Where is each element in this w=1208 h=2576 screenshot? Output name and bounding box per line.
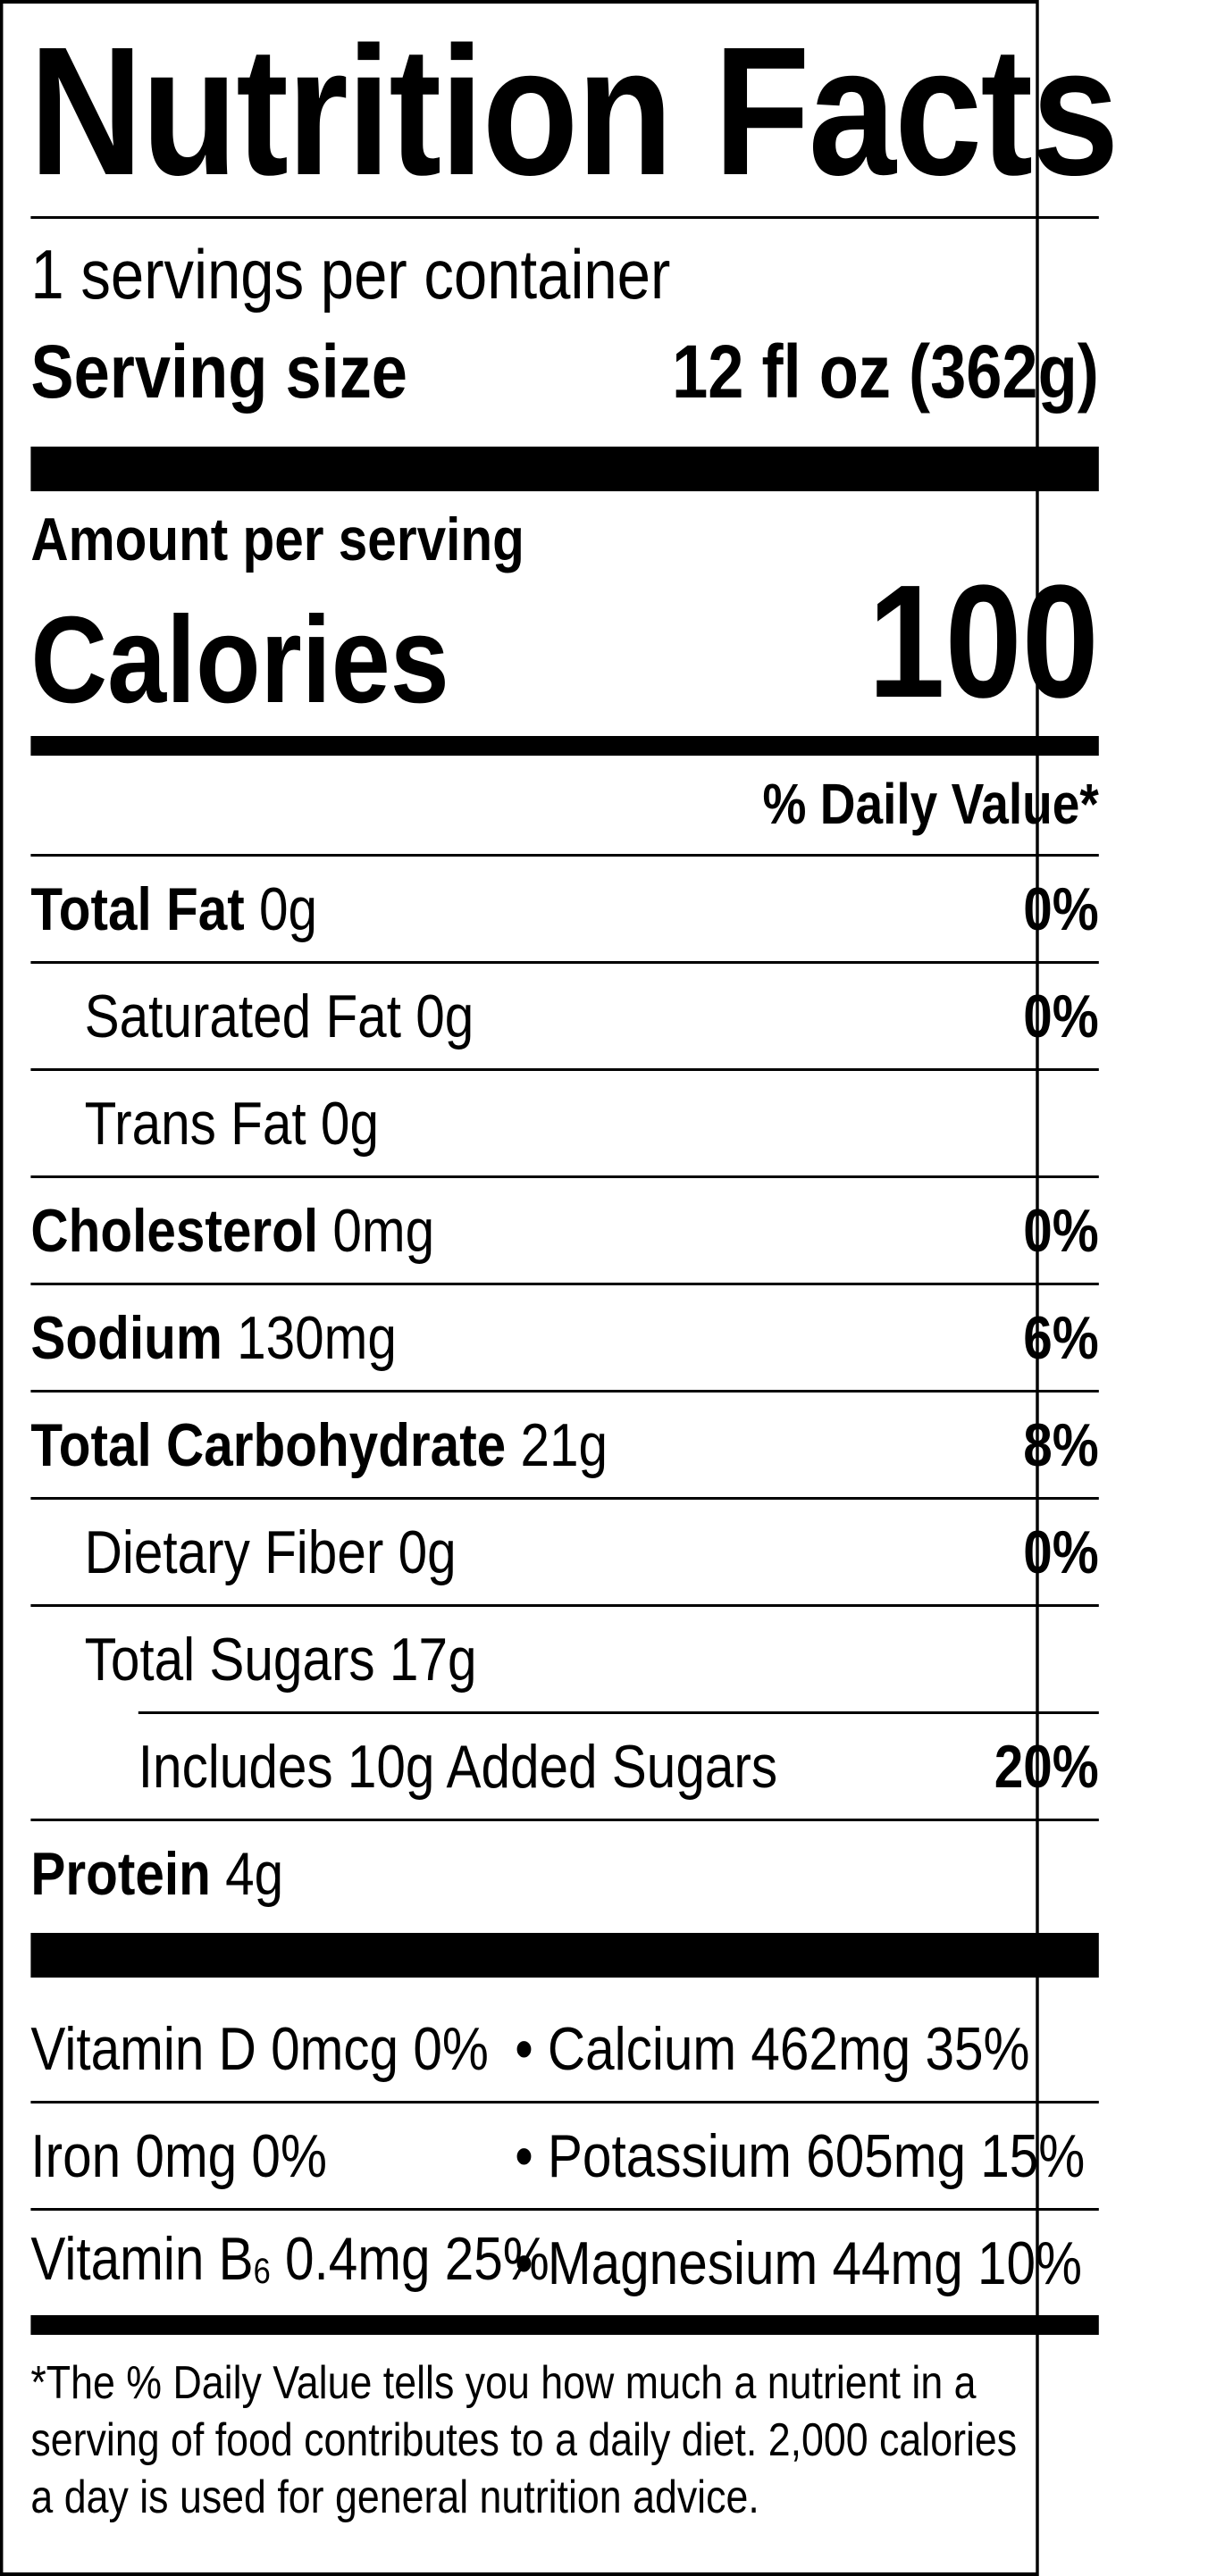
calories-label: Calories [30, 591, 449, 729]
divider [138, 1711, 1099, 1714]
vitamin-row: Vitamin B6 0.4mg 25% • Magnesium 44mg 10… [30, 2212, 1098, 2315]
serving-size-label: Serving size [30, 330, 407, 414]
nutrition-facts-label: Nutrition Facts 1 servings per container… [0, 0, 1120, 2576]
vitamin-right: • Magnesium 44mg 10% [515, 2229, 1083, 2297]
nutrient-row-total-fat: Total Fat 0g 0% [30, 857, 1098, 961]
daily-value-header: % Daily Value* [30, 768, 1098, 840]
amount-per-serving: Amount per serving [30, 504, 1098, 575]
vitamin-b6-subscript: 6 [253, 2252, 271, 2291]
nutrient-amount: 17g [389, 1626, 477, 1694]
nutrient-amount: 4g [225, 1840, 284, 1908]
nutrient-amount: 0g [398, 1518, 457, 1586]
vitamin-row: Iron 0mg 0% • Potassium 605mg 15% [30, 2104, 1098, 2208]
nutrient-name: Dietary Fiber [84, 1518, 384, 1586]
thick-divider [30, 1933, 1099, 1978]
nutrient-amount: 0mg [332, 1197, 435, 1265]
amount-per-serving-text: Amount per serving [30, 506, 524, 573]
nutrient-dv: 20% [994, 1733, 1099, 1801]
nutrient-row-cholesterol: Cholesterol 0mg 0% [30, 1179, 1098, 1283]
nutrient-name: Includes 10g Added Sugars [138, 1733, 778, 1801]
divider [30, 216, 1099, 219]
servings-text: 1 servings per container [30, 235, 671, 314]
nutrient-row-total-sugars: Total Sugars 17g [30, 1608, 1098, 1711]
divider [30, 1604, 1099, 1607]
nutrient-name: Cholesterol [30, 1197, 319, 1265]
divider [30, 854, 1099, 857]
divider [30, 1819, 1099, 1821]
nutrient-dv: 8% [1023, 1411, 1099, 1479]
daily-value-header-text: % Daily Value* [762, 772, 1099, 836]
nutrient-name: Sodium [30, 1304, 222, 1372]
nutrient-amount: 0g [415, 983, 474, 1050]
calories-value: 100 [868, 552, 1099, 732]
vitamin-left: Iron 0mg 0% [30, 2122, 327, 2190]
divider [30, 1068, 1099, 1071]
nutrient-name: Saturated Fat [84, 983, 401, 1050]
nutrient-dv: 0% [1023, 875, 1099, 943]
footnote: *The % Daily Value tells you how much a … [30, 2357, 1018, 2523]
nutrient-name: Total Fat [30, 875, 245, 943]
nutrient-amount: 0g [320, 1090, 379, 1158]
vitamin-left: Vitamin B6 0.4mg 25% [30, 2223, 549, 2304]
nutrient-amount: 21g [520, 1411, 608, 1479]
nutrient-name: Trans Fat [84, 1090, 306, 1158]
thick-divider [30, 447, 1099, 491]
vitamin-row: Vitamin D 0mcg 0% • Calcium 462mg 35% [30, 1997, 1098, 2101]
nutrient-dv: 0% [1023, 1197, 1099, 1265]
nutrient-amount: 0g [258, 875, 318, 943]
nutrient-row-protein: Protein 4g [30, 1822, 1098, 1926]
nutrient-name: Protein [30, 1840, 211, 1908]
nutrient-amount: 130mg [237, 1304, 397, 1372]
vitamin-b6-suffix: 0.4mg 25% [270, 2225, 549, 2293]
nutrient-row-total-carbohydrate: Total Carbohydrate 21g 8% [30, 1393, 1098, 1497]
label-title: Nutrition Facts [29, 9, 1120, 213]
serving-size-row: Serving size 12 fl oz (362g) [30, 327, 1098, 416]
serving-size-value: 12 fl oz (362g) [672, 330, 1099, 414]
divider [30, 961, 1099, 964]
nutrient-row-saturated-fat: Saturated Fat 0g 0% [30, 965, 1099, 1068]
divider [30, 1497, 1099, 1500]
vitamin-right: • Calcium 462mg 35% [515, 2015, 1030, 2083]
nutrient-row-added-sugars: Includes 10g Added Sugars 20% [30, 1715, 1099, 1819]
divider [30, 2101, 1099, 2103]
vitamin-b6-prefix: Vitamin B [30, 2225, 254, 2293]
vitamin-left: Vitamin D 0mcg 0% [30, 2015, 489, 2083]
nutrient-row-dietary-fiber: Dietary Fiber 0g 0% [30, 1501, 1099, 1604]
nutrient-dv: 0% [1023, 1518, 1099, 1586]
medium-divider [30, 2315, 1099, 2335]
servings-per-container: 1 servings per container [30, 234, 1098, 314]
divider [30, 2208, 1099, 2211]
nutrient-row-trans-fat: Trans Fat 0g [30, 1072, 1098, 1175]
divider [30, 1175, 1099, 1178]
nutrient-dv: 6% [1023, 1304, 1099, 1372]
divider [30, 1283, 1099, 1285]
calories-row: Calories 100 [30, 552, 1099, 732]
vitamin-right: • Potassium 605mg 15% [515, 2122, 1086, 2190]
nutrient-name: Total Carbohydrate [30, 1411, 507, 1479]
nutrient-row-sodium: Sodium 130mg 6% [30, 1286, 1098, 1390]
nutrient-dv: 0% [1023, 983, 1099, 1050]
medium-divider [30, 736, 1099, 756]
nutrient-name: Total Sugars [84, 1626, 375, 1694]
divider [30, 1390, 1099, 1393]
